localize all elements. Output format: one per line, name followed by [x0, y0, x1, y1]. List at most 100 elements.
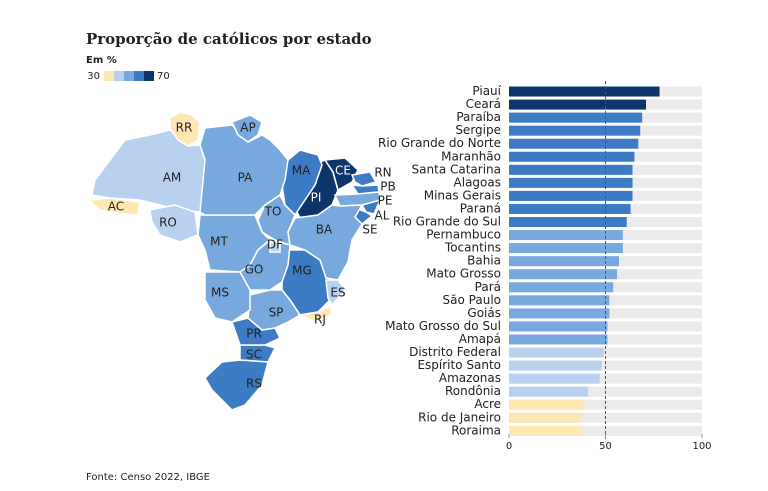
state-label: AP	[240, 121, 255, 135]
legend-swatch	[104, 71, 114, 81]
state-label: GO	[245, 263, 264, 277]
bar	[509, 360, 602, 371]
y-tick-label: Santa Catarina	[412, 162, 501, 176]
state-label: MG	[292, 264, 312, 278]
bar	[509, 373, 600, 384]
state-label: PE	[378, 194, 393, 208]
bar	[509, 86, 660, 97]
bar	[509, 412, 583, 423]
y-tick-label: São Paulo	[443, 293, 501, 307]
state-label: AM	[163, 171, 182, 185]
bar	[509, 203, 631, 214]
state-label: RS	[246, 377, 262, 391]
state-label: CE	[335, 164, 351, 178]
y-tick-label: Goiás	[467, 306, 501, 320]
y-tick-label: Tocantins	[444, 241, 501, 255]
y-tick-label: Ceará	[466, 97, 501, 111]
bar	[509, 190, 633, 201]
y-tick-label: Amazonas	[439, 371, 501, 385]
state-label: PA	[238, 171, 253, 185]
legend-min: 30	[87, 71, 100, 82]
state-label: PB	[380, 180, 395, 194]
legend-swatch	[144, 71, 154, 81]
state	[149, 204, 199, 243]
bar	[509, 230, 623, 241]
state-label: RN	[374, 166, 391, 180]
state-label: RO	[159, 216, 177, 230]
y-tick-label: Piauí	[472, 84, 501, 98]
y-tick-label: Pará	[475, 280, 501, 294]
bar-track	[509, 360, 702, 371]
bar	[509, 347, 604, 358]
y-tick-label: Paraíba	[456, 110, 501, 124]
state-label: AL	[375, 209, 390, 223]
state-label: SP	[269, 306, 284, 320]
legend-swatch	[134, 71, 144, 81]
bar	[509, 386, 589, 397]
state-label: MT	[210, 235, 228, 249]
state-label: RR	[176, 121, 193, 135]
bar	[509, 99, 647, 110]
state-label: TO	[264, 205, 282, 219]
state	[247, 289, 302, 331]
state-label: DF	[267, 238, 283, 252]
bar	[509, 399, 585, 410]
state	[86, 197, 141, 216]
state	[230, 114, 263, 143]
state-label: PR	[246, 327, 262, 341]
bar	[509, 321, 608, 332]
bar	[509, 334, 608, 345]
state-label: AC	[108, 200, 124, 214]
chart-title: Proporção de católicos por estado	[86, 30, 372, 48]
y-tick-label: Sergipe	[455, 123, 501, 137]
y-tick-label: Alagoas	[454, 175, 501, 189]
bar	[509, 425, 583, 436]
x-tick-label: 0	[506, 441, 512, 452]
y-tick-label: Rio Grande do Sul	[393, 215, 501, 229]
bar	[509, 243, 623, 254]
bar	[509, 256, 620, 267]
state	[204, 359, 269, 411]
y-tick-label: Paraná	[460, 201, 501, 215]
bar-track	[509, 399, 702, 410]
state-label: RJ	[314, 313, 326, 327]
bar	[509, 112, 643, 123]
state	[350, 171, 378, 187]
y-tick-label: Pernambuco	[426, 228, 501, 242]
state-label: SC	[246, 348, 262, 362]
y-tick-label: Rio Grande do Norte	[378, 136, 501, 150]
bar	[509, 177, 633, 188]
y-tick-label: Roraima	[451, 423, 501, 437]
state-label: SE	[362, 223, 377, 237]
y-tick-label: Mato Grosso do Sul	[385, 319, 501, 333]
unit-label: Em %	[86, 55, 117, 66]
x-tick-label: 100	[692, 441, 711, 452]
bar	[509, 164, 633, 175]
bar	[509, 151, 635, 162]
bar-track	[509, 425, 702, 436]
bar	[509, 308, 610, 319]
state	[169, 111, 201, 147]
legend-max: 70	[157, 71, 170, 82]
y-tick-label: Rondônia	[445, 384, 501, 398]
y-tick-label: Mato Grosso	[426, 267, 501, 281]
legend-swatch	[114, 71, 124, 81]
state-label: BA	[316, 223, 333, 237]
state-label: MS	[211, 286, 229, 300]
state-label: ES	[330, 286, 345, 300]
y-tick-label: Bahia	[467, 254, 501, 268]
x-tick-label: 50	[599, 441, 612, 452]
state-label: PI	[311, 191, 322, 205]
y-tick-label: Acre	[474, 397, 501, 411]
y-tick-label: Minas Gerais	[424, 188, 501, 202]
bar	[509, 295, 610, 306]
y-tick-label: Espírito Santo	[417, 358, 501, 372]
bar	[509, 217, 627, 228]
y-tick-label: Amapá	[459, 332, 501, 346]
bar	[509, 138, 639, 149]
state	[281, 149, 323, 217]
source: Fonte: Censo 2022, IBGE	[86, 472, 210, 483]
y-tick-label: Rio de Janeiro	[418, 410, 501, 424]
y-tick-label: Distrito Federal	[409, 345, 501, 359]
